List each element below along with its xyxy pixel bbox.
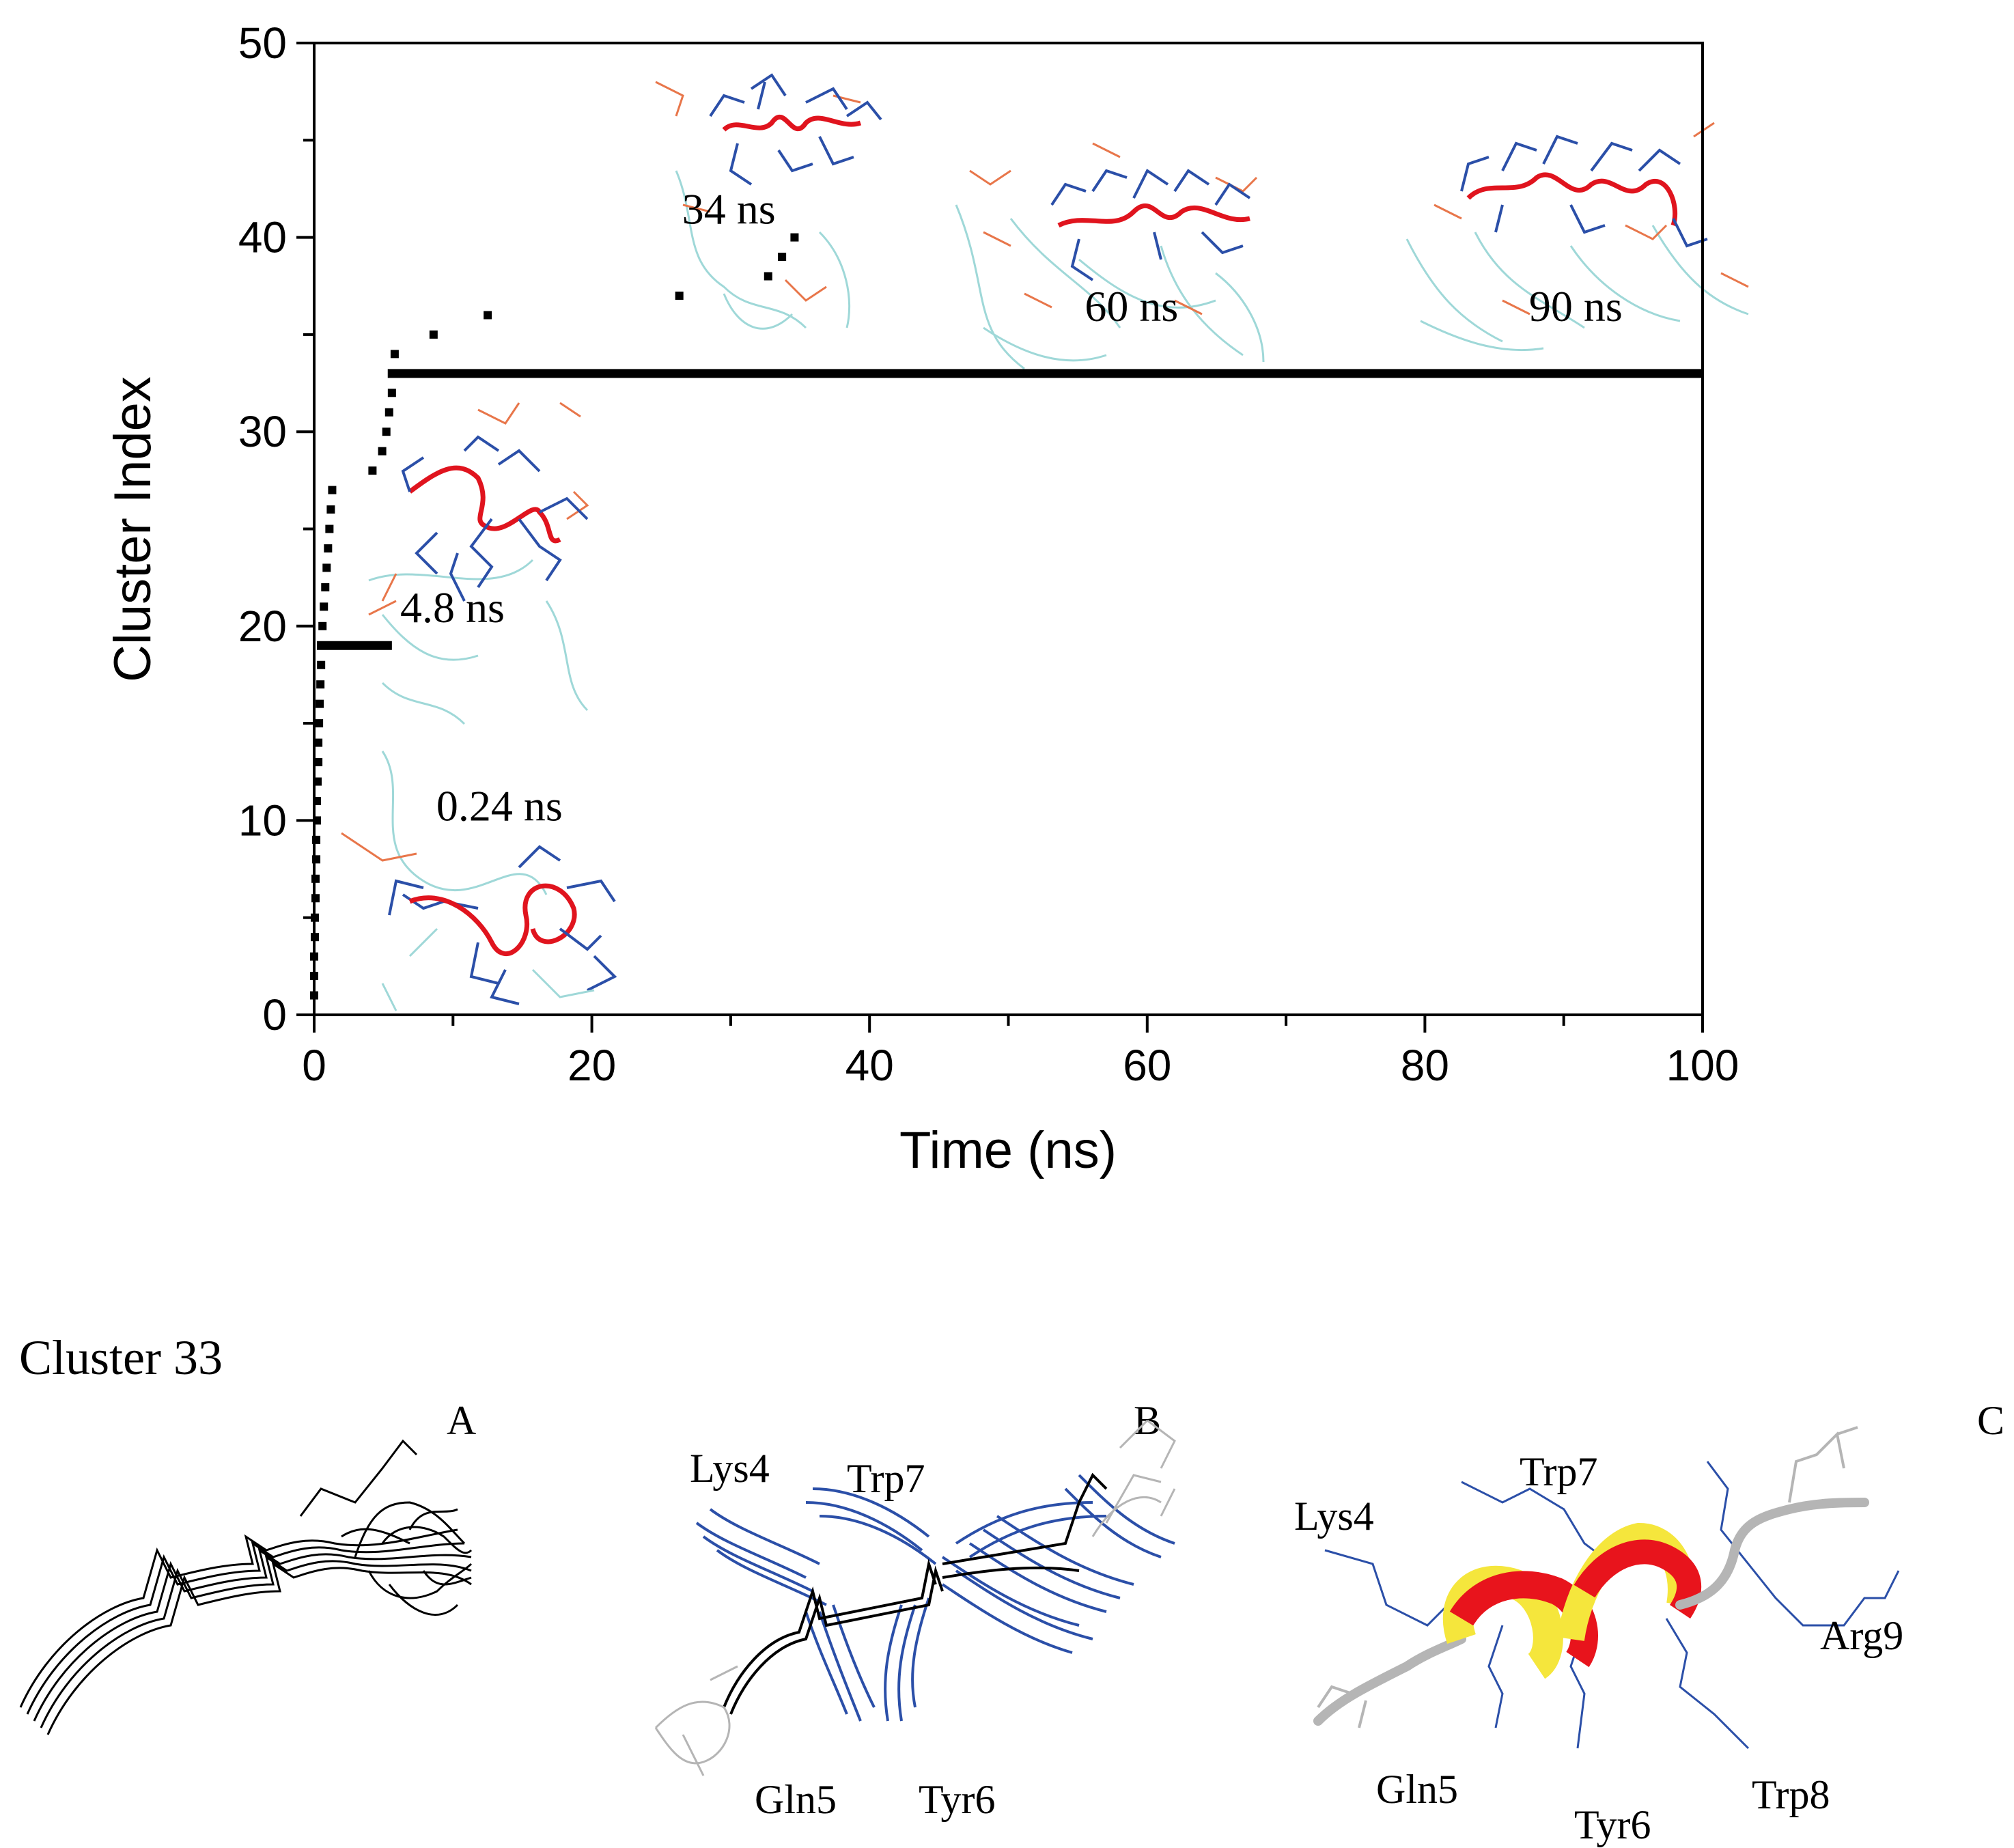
data-point bbox=[316, 699, 324, 708]
snapshot-0.24ns-icon bbox=[341, 751, 617, 1011]
data-point bbox=[311, 874, 320, 883]
snapshot-time-label: 90 ns bbox=[1529, 282, 1623, 331]
residue-label-lys4: Lys4 bbox=[690, 1446, 770, 1491]
data-point bbox=[387, 389, 396, 397]
data-point bbox=[320, 602, 328, 611]
data-point bbox=[310, 952, 318, 961]
snapshot-34ns-icon bbox=[655, 73, 882, 330]
data-point bbox=[317, 660, 326, 669]
residue-label-trp7: Trp7 bbox=[1520, 1449, 1598, 1494]
data-point bbox=[321, 583, 330, 591]
y-axis-title: Cluster Index bbox=[104, 376, 162, 682]
data-point bbox=[313, 777, 322, 786]
snapshot-annotations: 34 ns 60 ns 90 ns 4.8 ns 0.24 ns bbox=[400, 185, 1623, 830]
x-tick-label: 80 bbox=[1401, 1041, 1449, 1090]
snapshot-time-label: 34 ns bbox=[682, 185, 776, 234]
data-point bbox=[675, 291, 684, 300]
x-tick-label: 0 bbox=[302, 1041, 326, 1090]
data-point bbox=[382, 428, 391, 436]
snapshot-60ns-icon bbox=[955, 142, 1265, 370]
data-point bbox=[322, 563, 331, 572]
x-axis-title: Time (ns) bbox=[899, 1121, 1117, 1179]
panel-b: B Lys4 Trp7 Gln5 Tyr6 bbox=[654, 1398, 1176, 1822]
y-tick-label: 50 bbox=[238, 18, 287, 68]
data-point bbox=[318, 621, 327, 630]
panel-a: A bbox=[19, 1398, 476, 1735]
cluster-heading: Cluster 33 bbox=[19, 1330, 223, 1385]
residue-label-arg9: Arg9 bbox=[1820, 1613, 1903, 1658]
data-point bbox=[314, 758, 323, 767]
data-point bbox=[313, 796, 322, 805]
data-point bbox=[310, 991, 318, 1000]
x-tick-label: 40 bbox=[845, 1041, 894, 1090]
residue-label-trp7: Trp7 bbox=[847, 1456, 925, 1501]
data-points bbox=[310, 233, 799, 1000]
data-point bbox=[325, 524, 334, 533]
data-point bbox=[778, 253, 787, 262]
x-tick-label: 60 bbox=[1123, 1041, 1171, 1090]
data-point bbox=[764, 272, 772, 281]
snapshot-time-label: 4.8 ns bbox=[400, 583, 505, 632]
data-point bbox=[311, 913, 320, 922]
data-point bbox=[312, 855, 321, 864]
residue-label-tyr6: Tyr6 bbox=[1574, 1802, 1651, 1847]
data-point bbox=[378, 447, 387, 456]
data-point bbox=[328, 486, 337, 494]
sidechain-ensemble-icon bbox=[654, 1419, 1176, 1776]
data-point bbox=[324, 544, 333, 552]
data-point bbox=[368, 466, 377, 475]
residue-label-gln5: Gln5 bbox=[1376, 1767, 1458, 1812]
y-tick-label: 10 bbox=[238, 796, 287, 845]
residue-label-gln5: Gln5 bbox=[755, 1777, 837, 1822]
panel-c-letter: C bbox=[1977, 1398, 2004, 1443]
data-point bbox=[390, 350, 399, 359]
data-point bbox=[326, 505, 335, 514]
data-point bbox=[384, 408, 393, 417]
helix-ribbon-icon bbox=[1313, 1426, 1900, 1750]
x-axis: 0 20 40 60 80 100 bbox=[302, 1015, 1739, 1090]
cluster-index-plot: 0 20 40 60 80 100 0 10 20 30 40 50 Time (ns) Clust… bbox=[104, 18, 1739, 1179]
data-point bbox=[315, 719, 324, 728]
backbone-ensemble-icon bbox=[19, 1439, 473, 1735]
data-point bbox=[429, 330, 438, 339]
snapshot-time-label: 60 ns bbox=[1085, 282, 1178, 331]
snapshot-90ns-icon bbox=[1405, 122, 1749, 352]
y-tick-label: 0 bbox=[262, 990, 287, 1039]
residue-label-trp8: Trp8 bbox=[1752, 1772, 1830, 1817]
residue-label-tyr6: Tyr6 bbox=[919, 1777, 995, 1822]
panel-c: C Lys4 Trp7 Arg9 Gln5 Tyr6 Trp8 bbox=[1294, 1398, 2004, 1847]
data-point bbox=[311, 933, 320, 942]
y-axis: 0 10 20 30 40 50 bbox=[238, 18, 314, 1039]
data-point bbox=[310, 972, 318, 981]
snapshot-time-label: 0.24 ns bbox=[436, 781, 563, 830]
y-tick-label: 40 bbox=[238, 213, 287, 262]
data-point bbox=[790, 233, 799, 242]
data-point bbox=[313, 816, 322, 825]
x-tick-label: 20 bbox=[568, 1041, 616, 1090]
y-tick-label: 20 bbox=[238, 602, 287, 651]
data-point bbox=[316, 680, 325, 689]
snapshot-4.8ns-icon bbox=[368, 402, 589, 725]
x-tick-label: 100 bbox=[1666, 1041, 1739, 1090]
plateau-segments bbox=[317, 369, 1703, 650]
data-point bbox=[484, 311, 492, 320]
panel-a-letter: A bbox=[447, 1398, 476, 1443]
data-point bbox=[312, 835, 321, 844]
data-point bbox=[314, 738, 323, 747]
residue-label-lys4: Lys4 bbox=[1294, 1494, 1374, 1539]
y-tick-label: 30 bbox=[238, 407, 287, 456]
data-point bbox=[311, 894, 320, 903]
